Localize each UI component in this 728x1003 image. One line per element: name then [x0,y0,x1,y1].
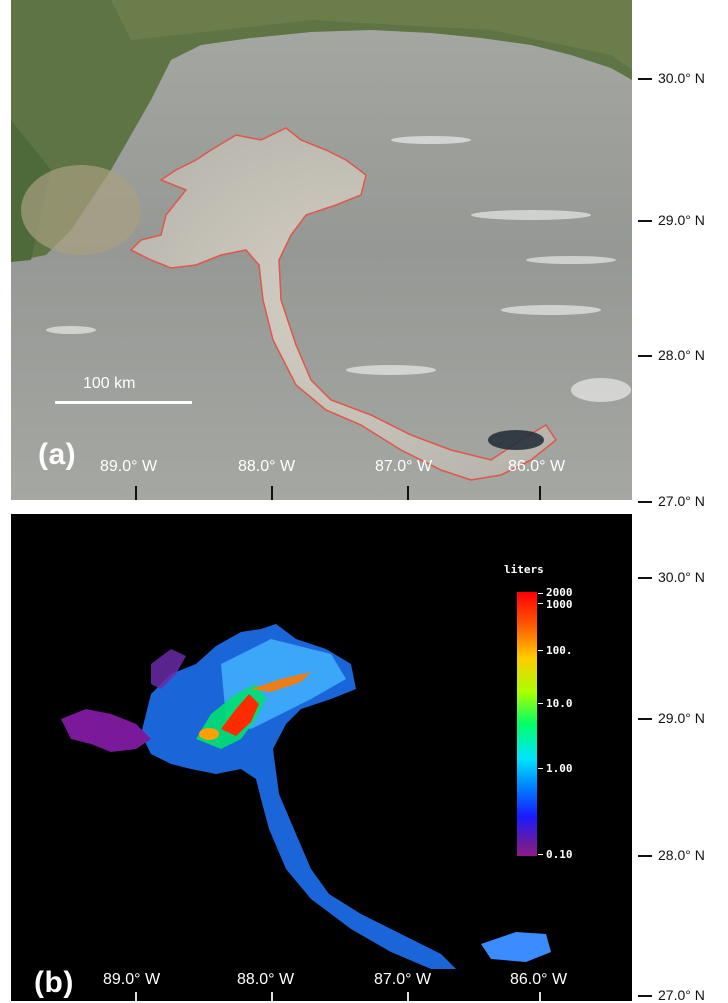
colorbar-tick [538,768,543,769]
lat-label-27n: 27.0° N [658,987,705,1003]
slick-orange [199,728,219,740]
lon-label-88w: 88.0° W [238,458,296,475]
river-sediment [21,165,141,255]
panel-a-label: (a) [38,438,77,471]
lat-label-28n: 28.0° N [658,847,705,863]
lat-tick [638,220,652,222]
slick-purple [61,709,151,752]
lat-label-28n: 28.0° N [658,347,705,363]
oil-volume-map [61,624,551,969]
colorbar-label-10: 10.0 [546,697,573,710]
lat-tick [638,355,652,357]
colorbar-label-2000: 2000 [546,586,573,599]
lat-tick [638,501,652,503]
lon-label-86w: 86.0° W [508,458,566,475]
colorbar-tick [538,593,543,594]
colorbar-label-1: 1.00 [546,762,573,775]
lat-tick [638,78,652,80]
colorbar-tick [538,650,543,651]
colorbar-label-100: 100. [546,644,573,657]
lon-tick [539,486,541,500]
colorbar-label-0-1: 0.10 [546,848,573,861]
oil-slick-outline [129,127,558,481]
lon-tick [271,992,273,1001]
lat-label-29n: 29.0° N [658,212,705,228]
colorbar [517,592,537,856]
panel-b-label: (b) [34,966,74,999]
east-patch [481,932,551,962]
slick-red-core [221,694,259,736]
lat-label-27n: 27.0° N [658,493,705,509]
scale-bar-line [55,401,192,404]
lon-tick [539,992,541,1001]
lon-tick [135,992,137,1001]
lon-tick [271,486,273,500]
lon-label-87w: 87.0° W [374,971,432,988]
lat-tick [638,718,652,720]
lat-label-29n: 29.0° N [658,710,705,726]
satellite-image [11,0,632,500]
oil-volume-panel: (b) 89.0° W 88.0° W 87.0° W 86.0° W [11,514,632,1001]
lon-label-89w: 89.0° W [100,458,158,475]
coastline-land [11,0,632,262]
lat-tick [638,995,652,997]
dark-patch [488,430,544,450]
colorbar-title: liters [504,563,544,576]
satellite-panel: 100 km (a) 89.0° W 88.0° W 87.0° W 86.0°… [11,0,632,500]
lon-tick [407,992,409,1001]
lon-label-87w: 87.0° W [375,458,433,475]
lat-label-30n: 30.0° N [658,70,705,86]
colorbar-tick [538,854,543,855]
lon-tick [407,486,409,500]
lon-label-86w: 86.0° W [510,971,568,988]
colorbar-label-1000: 1000 [546,598,573,611]
clouds [46,136,631,402]
lon-label-88w: 88.0° W [237,971,295,988]
scale-bar-label: 100 km [83,375,136,392]
colorbar-tick [538,603,543,604]
lon-label-89w: 89.0° W [103,971,161,988]
colorbar-tick [538,703,543,704]
lat-label-30n: 30.0° N [658,569,705,585]
lat-tick [638,855,652,857]
lat-tick [638,577,652,579]
lon-tick [135,486,137,500]
